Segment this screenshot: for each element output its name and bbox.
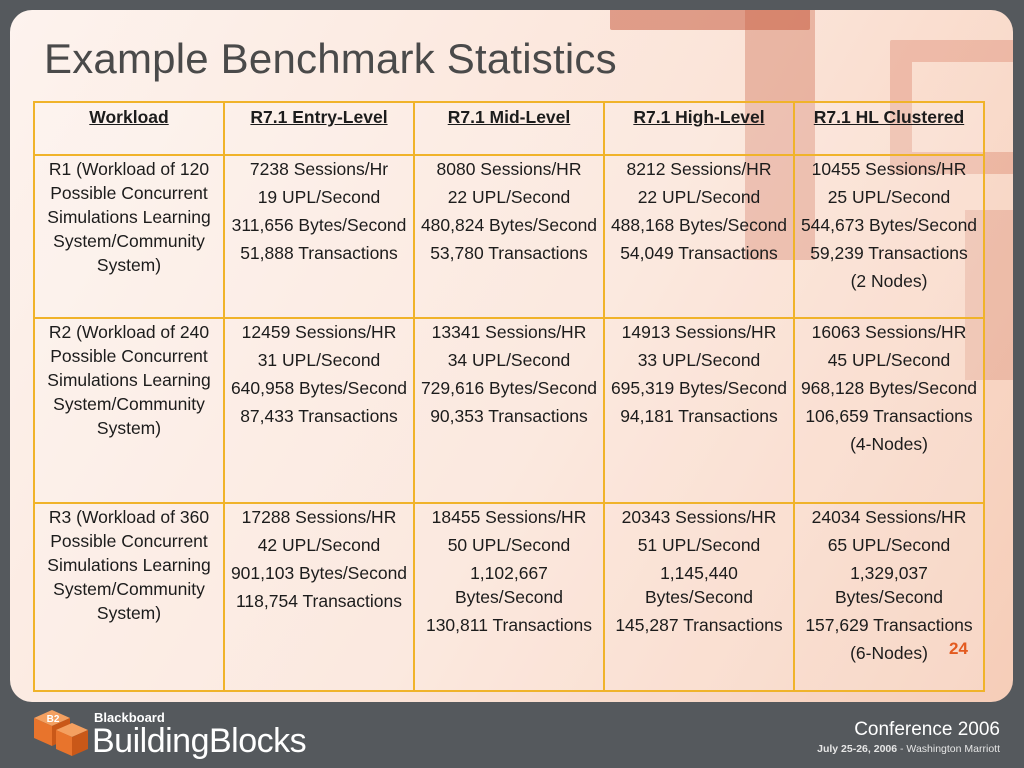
upl-value: 51 UPL/Second [637, 535, 761, 555]
stat-cell: 13341 Sessions/HR 34 UPL/Second 729,616 … [413, 317, 605, 504]
upl-value: 65 UPL/Second [827, 535, 951, 555]
conference-label: Conference 2006 [840, 719, 1000, 741]
stat-cell: 14913 Sessions/HR 33 UPL/Second 695,319 … [603, 317, 795, 504]
sessions-value: 17288 Sessions/HR [241, 507, 397, 527]
blackboard-logo: B2 Blackboard BuildingBlocks [30, 700, 330, 762]
stat-cell: 24034 Sessions/HR 65 UPL/Second 1,329,03… [793, 502, 985, 692]
nodes-value: (6-Nodes) [850, 643, 928, 663]
upl-value: 50 UPL/Second [447, 535, 571, 555]
table-header-row: Workload R7.1 Entry-Level R7.1 Mid-Level… [33, 101, 985, 156]
logo-wordmark-small: Blackboard [94, 710, 165, 725]
stat-cell: 10455 Sessions/HR 25 UPL/Second 544,673 … [793, 154, 985, 319]
bytes-value: 1,102,667 Bytes/Second [455, 563, 563, 607]
table-row: R3 (Workload of 360 Possible Concurrent … [33, 502, 985, 692]
workload-cell: R1 (Workload of 120 Possible Concurrent … [33, 154, 225, 319]
transactions-value: 145,287 Transactions [615, 615, 783, 635]
transactions-value: 130,811 Transactions [425, 615, 593, 635]
upl-value: 31 UPL/Second [257, 350, 381, 370]
bytes-value: 488,168 Bytes/Second [610, 215, 788, 235]
transactions-value: 94,181 Transactions [620, 406, 778, 426]
conference-dates: July 25-26, 2006 - Washington Marriott [760, 743, 1000, 755]
transactions-value: 90,353 Transactions [430, 406, 588, 426]
stat-cell: 8212 Sessions/HR 22 UPL/Second 488,168 B… [603, 154, 795, 319]
upl-value: 34 UPL/Second [447, 350, 571, 370]
decorative-shape [610, 10, 810, 30]
workload-cell: R2 (Workload of 240 Possible Concurrent … [33, 317, 225, 504]
upl-value: 19 UPL/Second [257, 187, 381, 207]
conference-year: 2006 [957, 719, 1000, 740]
sessions-value: 10455 Sessions/HR [811, 159, 967, 179]
conference-word: Conference [854, 719, 953, 740]
bytes-value: 901,103 Bytes/Second [230, 563, 408, 583]
workload-cell: R3 (Workload of 360 Possible Concurrent … [33, 502, 225, 692]
stat-cell: 20343 Sessions/HR 51 UPL/Second 1,145,44… [603, 502, 795, 692]
building-blocks-icon: B2 [34, 710, 88, 756]
header-workload: Workload [33, 101, 225, 156]
logo-wordmark: BuildingBlocks [92, 722, 307, 760]
table-row: R2 (Workload of 240 Possible Concurrent … [33, 317, 985, 504]
bytes-value: 544,673 Bytes/Second [800, 215, 978, 235]
bytes-value: 480,824 Bytes/Second [420, 215, 598, 235]
transactions-value: 106,659 Transactions [805, 406, 973, 426]
bytes-value: 1,329,037 Bytes/Second [835, 563, 943, 607]
transactions-value: 54,049 Transactions [620, 243, 778, 263]
table-row: R1 (Workload of 120 Possible Concurrent … [33, 154, 985, 319]
upl-value: 33 UPL/Second [637, 350, 761, 370]
transactions-value: 118,754 Transactions [235, 591, 403, 611]
bytes-value: 729,616 Bytes/Second [420, 378, 598, 398]
upl-value: 45 UPL/Second [827, 350, 951, 370]
transactions-value: 87,433 Transactions [240, 406, 398, 426]
upl-value: 42 UPL/Second [257, 535, 381, 555]
stat-cell: 16063 Sessions/HR 45 UPL/Second 968,128 … [793, 317, 985, 504]
stat-cell: 17288 Sessions/HR 42 UPL/Second 901,103 … [223, 502, 415, 692]
transactions-value: 51,888 Transactions [240, 243, 398, 263]
slide-title: Example Benchmark Statistics [44, 35, 617, 82]
dates-text: July 25-26, 2006 [817, 743, 898, 755]
sessions-value: 12459 Sessions/HR [241, 322, 397, 342]
header-entry-level: R7.1 Entry-Level [223, 101, 415, 156]
nodes-value: (4-Nodes) [850, 434, 928, 454]
benchmark-table: Workload R7.1 Entry-Level R7.1 Mid-Level… [33, 101, 985, 692]
header-high-level: R7.1 High-Level [603, 101, 795, 156]
sessions-value: 24034 Sessions/HR [811, 507, 967, 527]
bytes-value: 968,128 Bytes/Second [800, 378, 978, 398]
upl-value: 22 UPL/Second [637, 187, 761, 207]
header-hl-clustered: R7.1 HL Clustered [793, 101, 985, 156]
bytes-value: 640,958 Bytes/Second [230, 378, 408, 398]
sessions-value: 18455 Sessions/HR [431, 507, 587, 527]
transactions-value: 59,239 Transactions [810, 243, 968, 263]
sessions-value: 8080 Sessions/HR [436, 159, 582, 179]
logo-badge-text: B2 [47, 714, 60, 725]
stat-cell: 7238 Sessions/Hr 19 UPL/Second 311,656 B… [223, 154, 415, 319]
stat-cell: 8080 Sessions/HR 22 UPL/Second 480,824 B… [413, 154, 605, 319]
stat-cell: 18455 Sessions/HR 50 UPL/Second 1,102,66… [413, 502, 605, 692]
sessions-value: 13341 Sessions/HR [431, 322, 587, 342]
header-mid-level: R7.1 Mid-Level [413, 101, 605, 156]
sessions-value: 8212 Sessions/HR [626, 159, 772, 179]
sessions-value: 20343 Sessions/HR [621, 507, 777, 527]
sessions-value: 16063 Sessions/HR [811, 322, 967, 342]
bytes-value: 1,145,440 Bytes/Second [645, 563, 753, 607]
bytes-value: 695,319 Bytes/Second [610, 378, 788, 398]
transactions-value: 157,629 Transactions [805, 615, 973, 635]
transactions-value: 53,780 Transactions [430, 243, 588, 263]
sessions-value: 7238 Sessions/Hr [249, 159, 389, 179]
upl-value: 25 UPL/Second [827, 187, 951, 207]
bytes-value: 311,656 Bytes/Second [231, 215, 407, 235]
page-number: 24 [949, 639, 968, 658]
nodes-value: (2 Nodes) [850, 271, 928, 291]
venue-text: - Washington Marriott [900, 743, 1000, 755]
stat-cell: 12459 Sessions/HR 31 UPL/Second 640,958 … [223, 317, 415, 504]
upl-value: 22 UPL/Second [447, 187, 571, 207]
sessions-value: 14913 Sessions/HR [621, 322, 777, 342]
